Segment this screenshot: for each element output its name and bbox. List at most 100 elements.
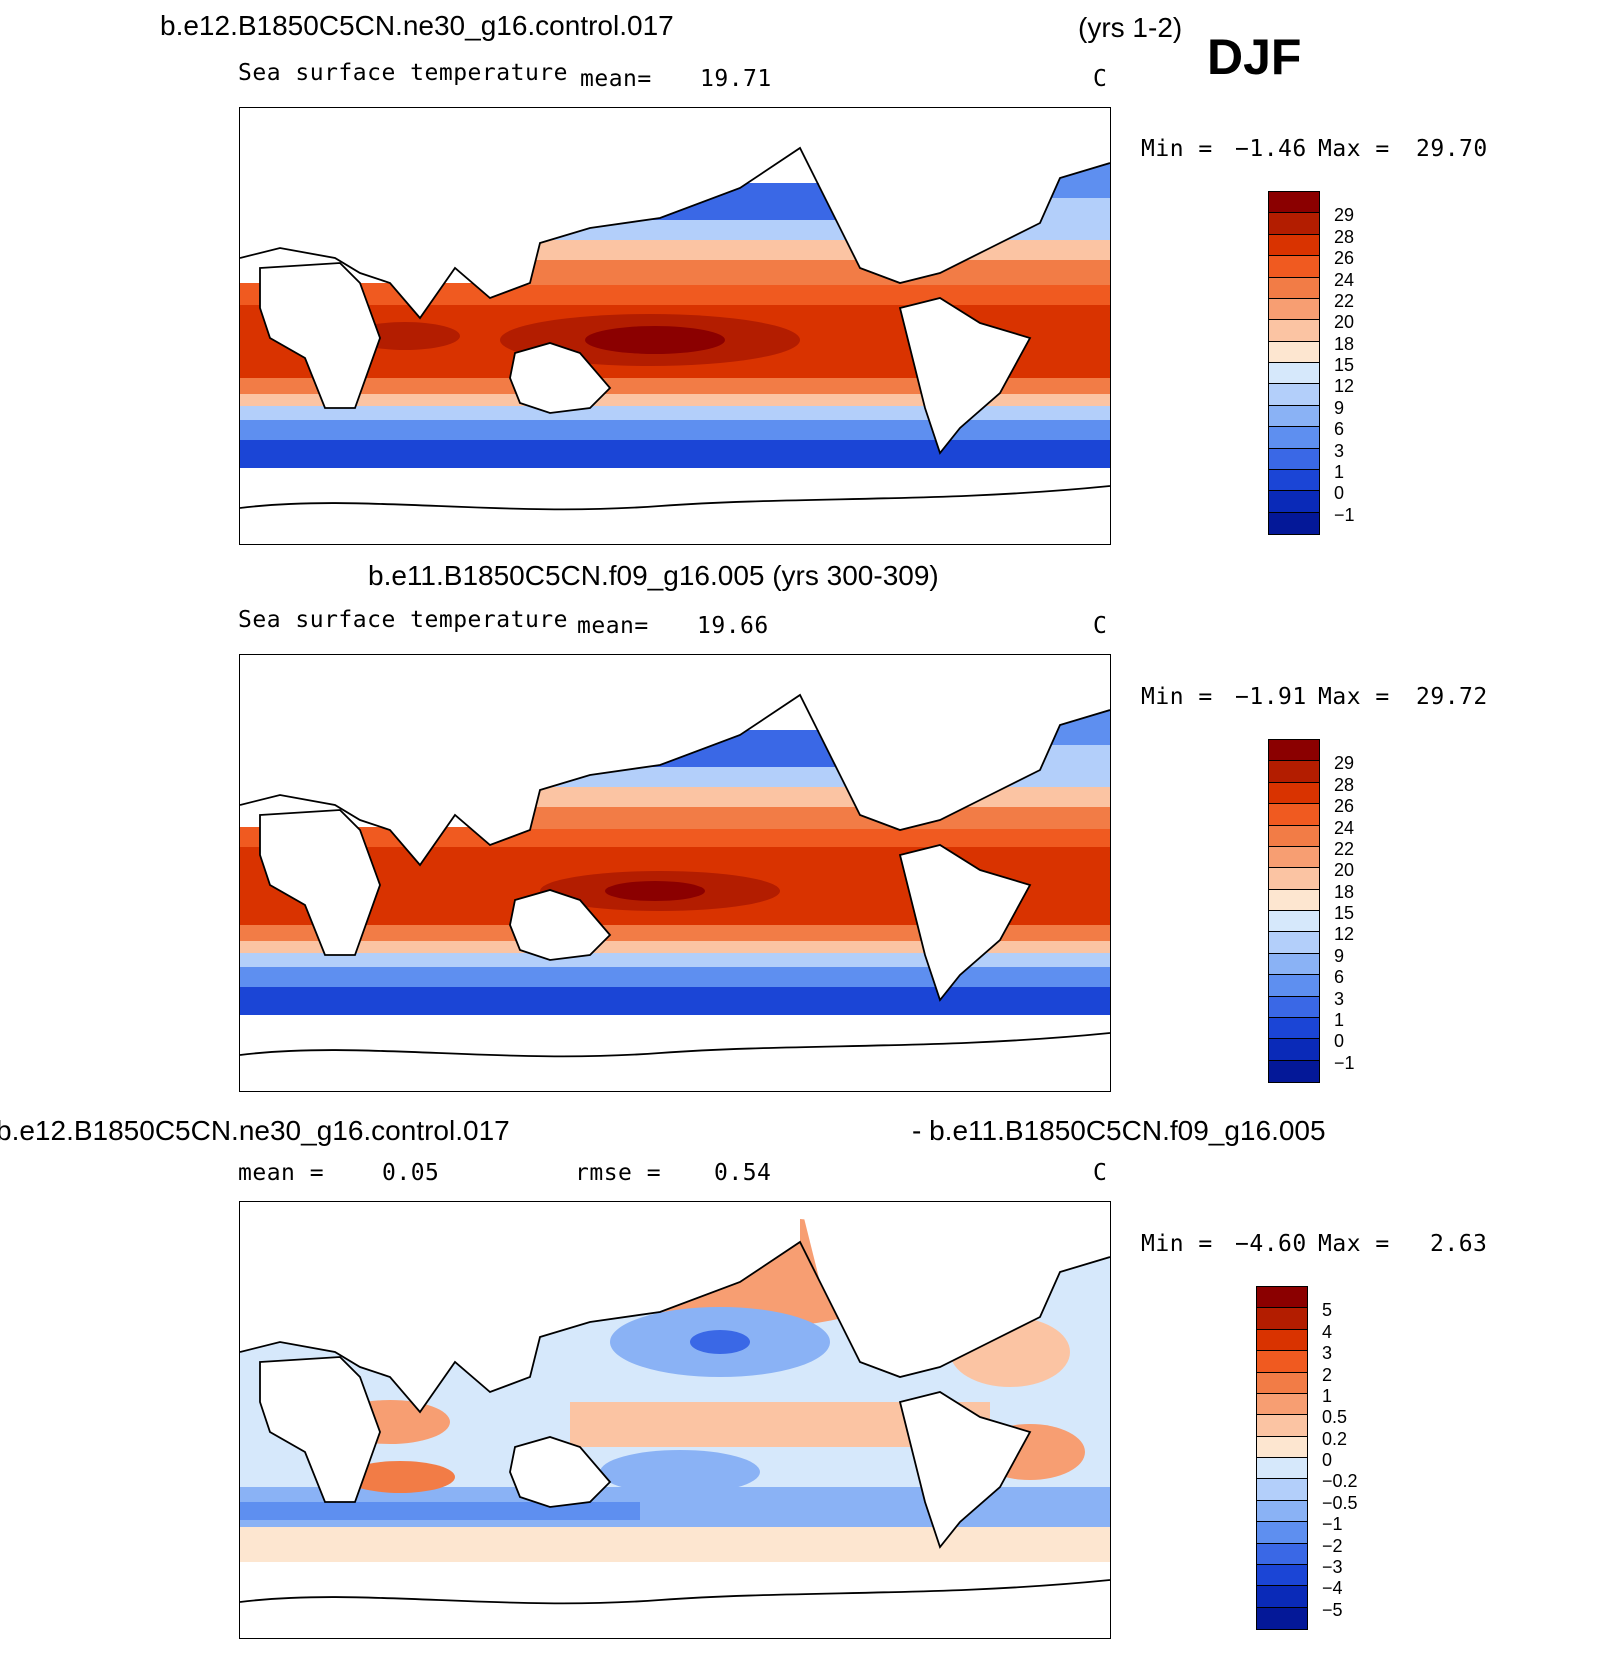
panel2-title: b.e11.B1850C5CN.f09_g16.005 (yrs 300-309… <box>368 560 939 591</box>
panel3-max-value: 2.63 <box>1430 1231 1488 1257</box>
panel2-units: C <box>1093 613 1108 639</box>
colorbar-segment <box>1269 846 1319 869</box>
colorbar-segment <box>1257 1308 1307 1330</box>
colorbar-tick-label: 12 <box>1334 376 1355 397</box>
colorbar-tick-label: 24 <box>1334 817 1355 838</box>
panel3-min-label: Min = <box>1141 1231 1213 1257</box>
panel2-max-value: 29.72 <box>1416 684 1488 710</box>
colorbar-tick-label: −0.5 <box>1322 1492 1358 1513</box>
colorbar-tick-label: 26 <box>1334 796 1355 817</box>
panel2-mean-value: 19.66 <box>697 613 769 639</box>
colorbar-tick-label: −1 <box>1334 504 1355 525</box>
panel3-mean-label: mean = <box>238 1160 325 1186</box>
panel3-rmse-label: rmse = <box>575 1160 662 1186</box>
colorbar-tick-label: 22 <box>1334 838 1355 859</box>
colorbar-segment <box>1269 889 1319 911</box>
colorbar-tick-label: 18 <box>1334 881 1355 902</box>
colorbar-segment <box>1269 512 1319 534</box>
colorbar-segment <box>1269 234 1319 257</box>
colorbar-tick-label: 9 <box>1334 945 1345 966</box>
panel3-rmse-value: 0.54 <box>714 1160 772 1186</box>
colorbar-segment <box>1257 1500 1307 1523</box>
colorbar-tick-label: −5 <box>1322 1599 1343 1620</box>
colorbar-segment <box>1257 1543 1307 1565</box>
colorbar-segment <box>1269 953 1319 976</box>
panel3-title-right: - b.e11.B1850C5CN.f09_g16.005 <box>912 1115 1326 1146</box>
panel2-map <box>239 654 1111 1092</box>
panel3-colorbar <box>1256 1286 1308 1630</box>
colorbar-segment <box>1269 761 1319 783</box>
colorbar-tick-label: 28 <box>1334 774 1355 795</box>
panel1-max-value: 29.70 <box>1416 136 1488 162</box>
panel2-mean-label: mean= <box>577 613 649 639</box>
colorbar-tick-label: 24 <box>1334 269 1355 290</box>
colorbar-segment <box>1257 1415 1307 1437</box>
panel2-min-label: Min = <box>1141 684 1213 710</box>
colorbar-tick-label: 0 <box>1334 483 1345 504</box>
panel2-sst-field <box>240 655 1110 1091</box>
panel3-min-value: −4.60 <box>1235 1231 1307 1257</box>
colorbar-tick-label: 0.2 <box>1322 1428 1348 1449</box>
colorbar-tick-label: 0.5 <box>1322 1407 1348 1428</box>
colorbar-tick-label: 20 <box>1334 860 1355 881</box>
colorbar-segment <box>1257 1564 1307 1587</box>
colorbar-segment <box>1269 996 1319 1018</box>
colorbar-segment <box>1269 448 1319 470</box>
panel1-min-value: −1.46 <box>1235 136 1307 162</box>
panel2-variable: Sea surface temperature <box>238 607 568 633</box>
panel3-max-label: Max = <box>1318 1231 1390 1257</box>
colorbar-tick-label: 6 <box>1334 967 1345 988</box>
colorbar-tick-label: 3 <box>1334 440 1345 461</box>
colorbar-segment <box>1269 1039 1319 1061</box>
colorbar-segment <box>1269 1017 1319 1040</box>
colorbar-segment <box>1257 1393 1307 1416</box>
colorbar-segment <box>1257 1479 1307 1501</box>
panel3-map <box>239 1201 1111 1639</box>
colorbar-segment <box>1269 1060 1319 1082</box>
colorbar-tick-label: 26 <box>1334 248 1355 269</box>
case1-years: (yrs 1-2) <box>1078 12 1183 43</box>
colorbar-tick-label: 1 <box>1322 1385 1333 1406</box>
colorbar-tick-label: 15 <box>1334 903 1355 923</box>
colorbar-segment <box>1269 298 1319 321</box>
colorbar-segment <box>1257 1458 1307 1480</box>
case1-title: b.e12.B1850C5CN.ne30_g16.control.017 <box>160 10 674 41</box>
colorbar-segment <box>1269 932 1319 954</box>
panel1-min-label: Min = <box>1141 136 1213 162</box>
colorbar-segment <box>1269 341 1319 363</box>
colorbar-tick-label: −1 <box>1322 1514 1343 1535</box>
colorbar-segment <box>1269 320 1319 342</box>
colorbar-tick-label: −1 <box>1334 1052 1355 1073</box>
colorbar-tick-label: 3 <box>1334 988 1345 1009</box>
colorbar-tick-label: 18 <box>1334 333 1355 354</box>
colorbar-tick-label: 15 <box>1334 355 1355 375</box>
panel3-diff-field <box>240 1202 1110 1638</box>
colorbar-tick-label: 4 <box>1322 1321 1333 1342</box>
colorbar-segment <box>1257 1607 1307 1629</box>
colorbar-segment <box>1257 1372 1307 1394</box>
colorbar-tick-label: −2 <box>1322 1535 1343 1556</box>
colorbar-segment <box>1269 975 1319 997</box>
colorbar-tick-label: 1 <box>1334 1009 1345 1030</box>
colorbar-segment <box>1269 405 1319 428</box>
colorbar-tick-label: −0.2 <box>1322 1471 1358 1492</box>
colorbar-tick-label: 28 <box>1334 226 1355 247</box>
colorbar-segment <box>1269 277 1319 299</box>
colorbar-segment <box>1269 469 1319 492</box>
colorbar-tick-label: 0 <box>1334 1031 1345 1052</box>
colorbar-segment <box>1257 1351 1307 1373</box>
colorbar-tick-label: 6 <box>1334 419 1345 440</box>
colorbar-tick-label: 2 <box>1322 1364 1333 1385</box>
season-label: DJF <box>1207 29 1302 85</box>
panel1-map <box>239 107 1111 545</box>
panel1-mean-label: mean= <box>580 66 652 92</box>
colorbar-tick-label: 20 <box>1334 312 1355 333</box>
colorbar-tick-label: −4 <box>1322 1578 1343 1599</box>
panel1-mean-value: 19.71 <box>700 66 772 92</box>
colorbar-segment <box>1269 868 1319 890</box>
colorbar-segment <box>1269 192 1319 214</box>
colorbar-segment <box>1257 1586 1307 1608</box>
colorbar-tick-label: 9 <box>1334 397 1345 418</box>
colorbar-segment <box>1269 256 1319 278</box>
colorbar-tick-label: 3 <box>1322 1343 1333 1364</box>
